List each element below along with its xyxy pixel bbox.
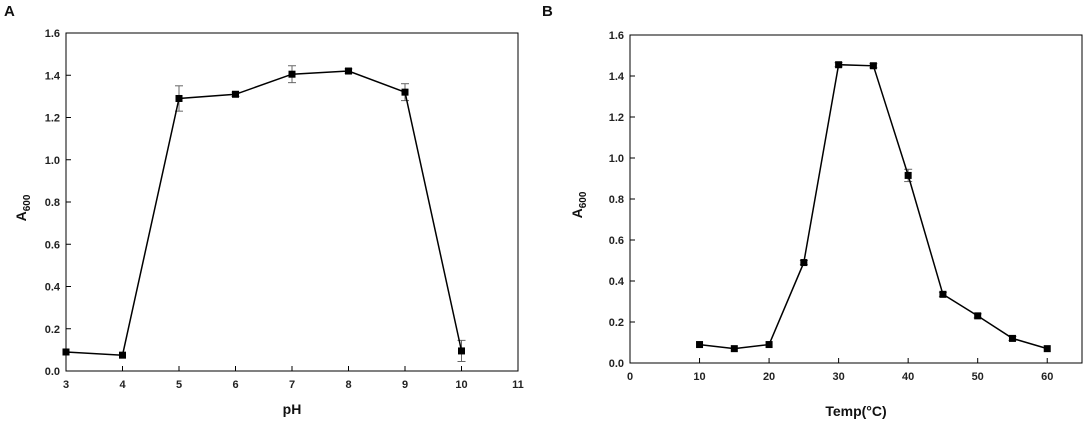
panel-a-x-tick-label: 4: [119, 379, 126, 391]
panel-b-y-tick-label: 1.6: [609, 30, 624, 42]
panel-a-x-tick-label: 6: [232, 379, 238, 391]
panel-a: A 3 4 5 6 7 8 9 10 11 0.0 0.2 0.4 0.6 0.8 1.0 1.2 1.4 1.…: [4, 3, 524, 417]
panel-a-y-tick-label: 1.6: [45, 28, 60, 40]
panel-b-y-axis-title: A600: [569, 191, 589, 218]
panel-b-data-point: [939, 290, 947, 298]
panel-b-data-point: [696, 341, 704, 349]
panel-b-markers: [696, 61, 1051, 353]
panel-a-y-tick-label: 1.0: [45, 155, 60, 167]
panel-b-y-tick-label: 1.2: [609, 112, 624, 124]
panel-b-x-tick-label: 20: [763, 371, 775, 383]
panel-b-x-tick-label: 10: [693, 371, 705, 383]
panel-a-y-tick-label: 1.2: [45, 113, 60, 125]
panel-b-data-point: [765, 341, 773, 349]
panel-b-y-axis-title-sub: 600: [578, 191, 589, 208]
panel-b-y-tick-label: 0.6: [609, 235, 624, 247]
panel-a-data-point: [288, 70, 296, 78]
panel-b-data-point: [974, 312, 982, 320]
panel-a-y-tick-label: 0.4: [45, 282, 61, 294]
panel-b-x-tick-label: 0: [627, 371, 633, 383]
panel-a-y-tick-label: 0.6: [45, 239, 60, 251]
panel-b-y-tick-label: 0.8: [609, 194, 624, 206]
panel-a-x-tick-label: 7: [289, 379, 295, 391]
panel-a-y-axis-title: A600: [13, 194, 33, 221]
panel-a-y-tick-label: 0.2: [45, 324, 60, 336]
panel-a-y-tick-label: 0.8: [45, 197, 60, 209]
panel-a-data-point: [62, 348, 70, 356]
panel-a-markers: [62, 67, 465, 359]
panel-a-letter: A: [4, 3, 15, 20]
panel-b-y-tick-label: 1.4: [609, 71, 625, 83]
panel-a-data-point: [232, 90, 239, 98]
panel-a-y-axis-title-sub: 600: [22, 194, 33, 211]
panel-a-x-tick-label: 10: [455, 379, 467, 391]
panel-b: B 0 10 20 30 40 50 60 0.0 0.2 0.4 0.6 0.8 1.0 1.2 1.4…: [542, 3, 1083, 419]
panel-a-x-axis-title: pH: [283, 401, 302, 417]
panel-b-x-axis-title: Temp(°C): [825, 403, 886, 419]
panel-b-x-ticks: 0 10 20 30 40 50 60: [627, 358, 1053, 383]
panel-a-y-axis-title-main: A: [13, 211, 29, 221]
panel-b-letter: B: [542, 3, 553, 20]
panel-b-y-tick-label: 1.0: [609, 153, 624, 165]
panel-a-x-tick-label: 8: [345, 379, 351, 391]
panel-b-data-point: [1008, 334, 1016, 342]
panel-b-series-line: [699, 63, 1048, 350]
panel-b-data-point: [869, 62, 877, 70]
panel-a-x-ticks: 3 4 5 6 7 8 9 10 11: [63, 366, 524, 391]
panel-a-x-tick-label: 9: [402, 379, 408, 391]
panel-b-plot-frame: [629, 34, 1083, 364]
panel-a-data-point: [401, 88, 409, 96]
panel-a-data-point: [119, 351, 126, 359]
panel-b-x-tick-label: 50: [972, 371, 984, 383]
panel-b-y-tick-label: 0.4: [609, 276, 625, 288]
panel-b-y-ticks: 0.0 0.2 0.4 0.6 0.8 1.0 1.2 1.4 1.6: [609, 30, 635, 370]
panel-a-x-tick-label: 5: [176, 379, 182, 391]
panel-a-x-tick-label: 3: [63, 379, 69, 391]
panel-a-error-bars: [175, 65, 466, 362]
panel-b-y-axis-title-main: A: [569, 208, 585, 218]
panel-b-x-tick-label: 40: [902, 371, 914, 383]
panel-a-x-tick-label: 11: [512, 379, 524, 391]
panel-b-data-point: [730, 345, 738, 353]
panel-a-series-line: [65, 70, 463, 356]
panel-a-data-point: [175, 94, 183, 102]
panel-b-x-tick-label: 30: [832, 371, 844, 383]
panel-a-data-point: [458, 347, 465, 355]
panel-b-data-point: [1043, 345, 1051, 353]
panel-a-y-ticks: 0.0 0.2 0.4 0.6 0.8 1.0 1.2 1.4 1.6: [45, 28, 71, 378]
panel-a-y-tick-label: 0.0: [45, 366, 60, 378]
panel-a-plot-frame: [65, 32, 519, 372]
panel-b-y-tick-label: 0.2: [609, 317, 624, 329]
panel-b-data-point: [800, 259, 808, 267]
panel-b-data-point: [835, 61, 843, 69]
panel-a-y-tick-label: 1.4: [45, 70, 61, 82]
panel-b-y-tick-label: 0.0: [609, 358, 624, 370]
panel-a-data-point: [345, 67, 352, 75]
panel-b-data-point: [904, 171, 912, 179]
panel-b-x-tick-label: 60: [1041, 371, 1053, 383]
